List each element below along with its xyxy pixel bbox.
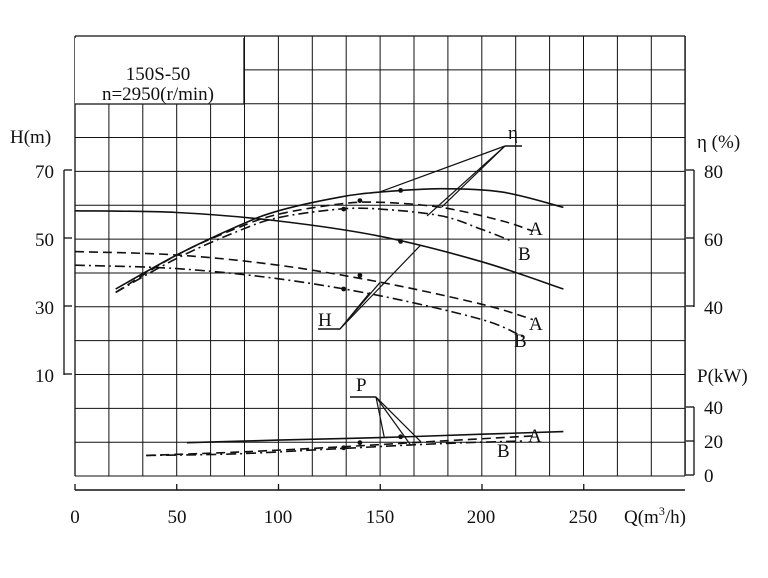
power-marker-full	[398, 434, 403, 440]
markers-layer	[341, 188, 403, 451]
head-a-label: A	[529, 314, 543, 335]
power-b-label: B	[497, 441, 510, 462]
efficiency-marker-full	[398, 188, 403, 193]
power-marker-b	[341, 445, 347, 451]
x-tick-label: 200	[467, 507, 496, 528]
power-tick-label: 40	[704, 398, 723, 419]
x-tick-label: 250	[569, 507, 598, 528]
power-tick-label: 0	[704, 466, 714, 487]
head-marker-b	[341, 286, 347, 292]
curves-layer	[74, 187, 564, 457]
model-speed: n=2950(r/min)	[102, 84, 214, 105]
power-a-label: A	[528, 426, 542, 447]
power-axis-title: P(kW)	[697, 366, 748, 387]
head-marker-full	[398, 239, 403, 244]
head-curve-full	[74, 210, 564, 290]
power-marker-a	[357, 440, 363, 446]
power-curve-full	[186, 430, 564, 444]
efficiency-axis-title: η (%)	[697, 132, 740, 153]
callouts-layer	[318, 145, 522, 446]
head-tick-label: 30	[35, 298, 54, 319]
efficiency-tick-label: 80	[704, 162, 723, 183]
power-tick-label: 20	[704, 432, 723, 453]
efficiency-curve-a	[115, 201, 534, 294]
efficiency-marker-b	[341, 206, 347, 212]
eta-callout-line	[426, 145, 506, 217]
efficiency-marker-a	[357, 198, 363, 204]
head-curve-b	[74, 264, 524, 338]
power-curve-a	[146, 435, 533, 457]
head-tick-label: 70	[35, 162, 54, 183]
chart-grid	[74, 35, 686, 477]
head-curve-label: H	[318, 310, 332, 331]
head-curve-a	[74, 250, 534, 321]
eta-callout-line	[380, 145, 506, 193]
x-tick-label: 50	[168, 507, 187, 528]
power-callout-line	[375, 396, 385, 438]
power-curve-b	[146, 440, 523, 457]
eta-a-label: A	[529, 219, 543, 240]
x-tick-label: 0	[70, 507, 80, 528]
model-name: 150S-50	[126, 64, 190, 85]
head-callout-line	[339, 244, 422, 330]
efficiency-tick-label: 40	[704, 298, 723, 319]
axis-ticks	[64, 169, 694, 490]
head-marker-a	[357, 273, 363, 278]
x-tick-label: 100	[264, 507, 293, 528]
head-axis-title: H(m)	[10, 127, 51, 148]
head-callout-line	[339, 292, 371, 330]
efficiency-curve-b	[115, 207, 513, 294]
head-tick-label: 10	[35, 366, 54, 387]
x-axis-title: Q(m3/h)	[624, 504, 686, 528]
head-tick-label: 50	[35, 230, 54, 251]
efficiency-tick-label: 60	[704, 230, 723, 251]
model-box	[75, 38, 243, 104]
power-callout-line	[375, 396, 422, 443]
eta-curve-label: η	[508, 123, 518, 144]
power-curve-label: P	[356, 375, 367, 396]
eta-b-label: B	[518, 244, 531, 265]
power-callout-line	[375, 396, 412, 446]
x-tick-label: 150	[366, 507, 395, 528]
head-b-label: B	[514, 331, 527, 352]
